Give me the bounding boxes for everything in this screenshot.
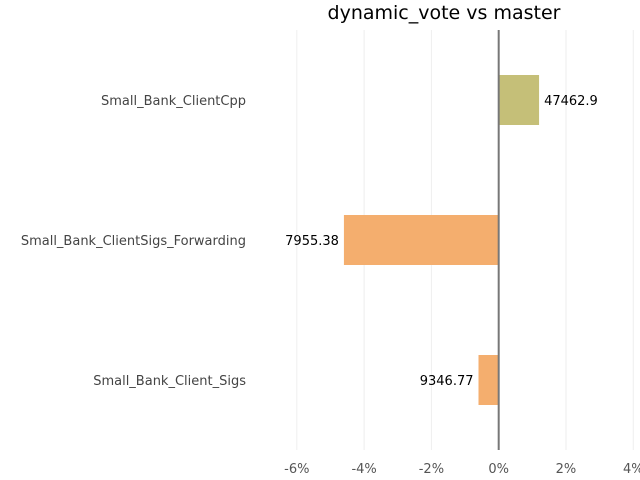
chart-title: dynamic_vote vs master — [328, 2, 561, 24]
data-label: 47462.9 — [544, 94, 598, 109]
x-tick-label: 2% — [556, 462, 577, 477]
x-tick-label: 0% — [488, 462, 509, 477]
category-label: Small_Bank_ClientSigs_Forwarding — [21, 234, 246, 249]
data-label: 7955.38 — [285, 234, 339, 249]
x-tick-label: 4% — [623, 462, 640, 477]
bar — [478, 355, 499, 405]
x-tick-label: -6% — [284, 462, 309, 477]
x-tick-label: -2% — [419, 462, 444, 477]
bar-layer — [343, 75, 540, 405]
bar — [343, 215, 499, 265]
category-label: Small_Bank_ClientCpp — [101, 94, 246, 109]
category-label: Small_Bank_Client_Sigs — [93, 374, 246, 389]
data-label: 9346.77 — [420, 374, 474, 389]
bar — [498, 75, 540, 125]
label-layer: -6% -4% -2% 0% 2% 4% Small_Bank_ClientCpp 47462… — [21, 94, 640, 477]
x-tick-label: -4% — [351, 462, 376, 477]
